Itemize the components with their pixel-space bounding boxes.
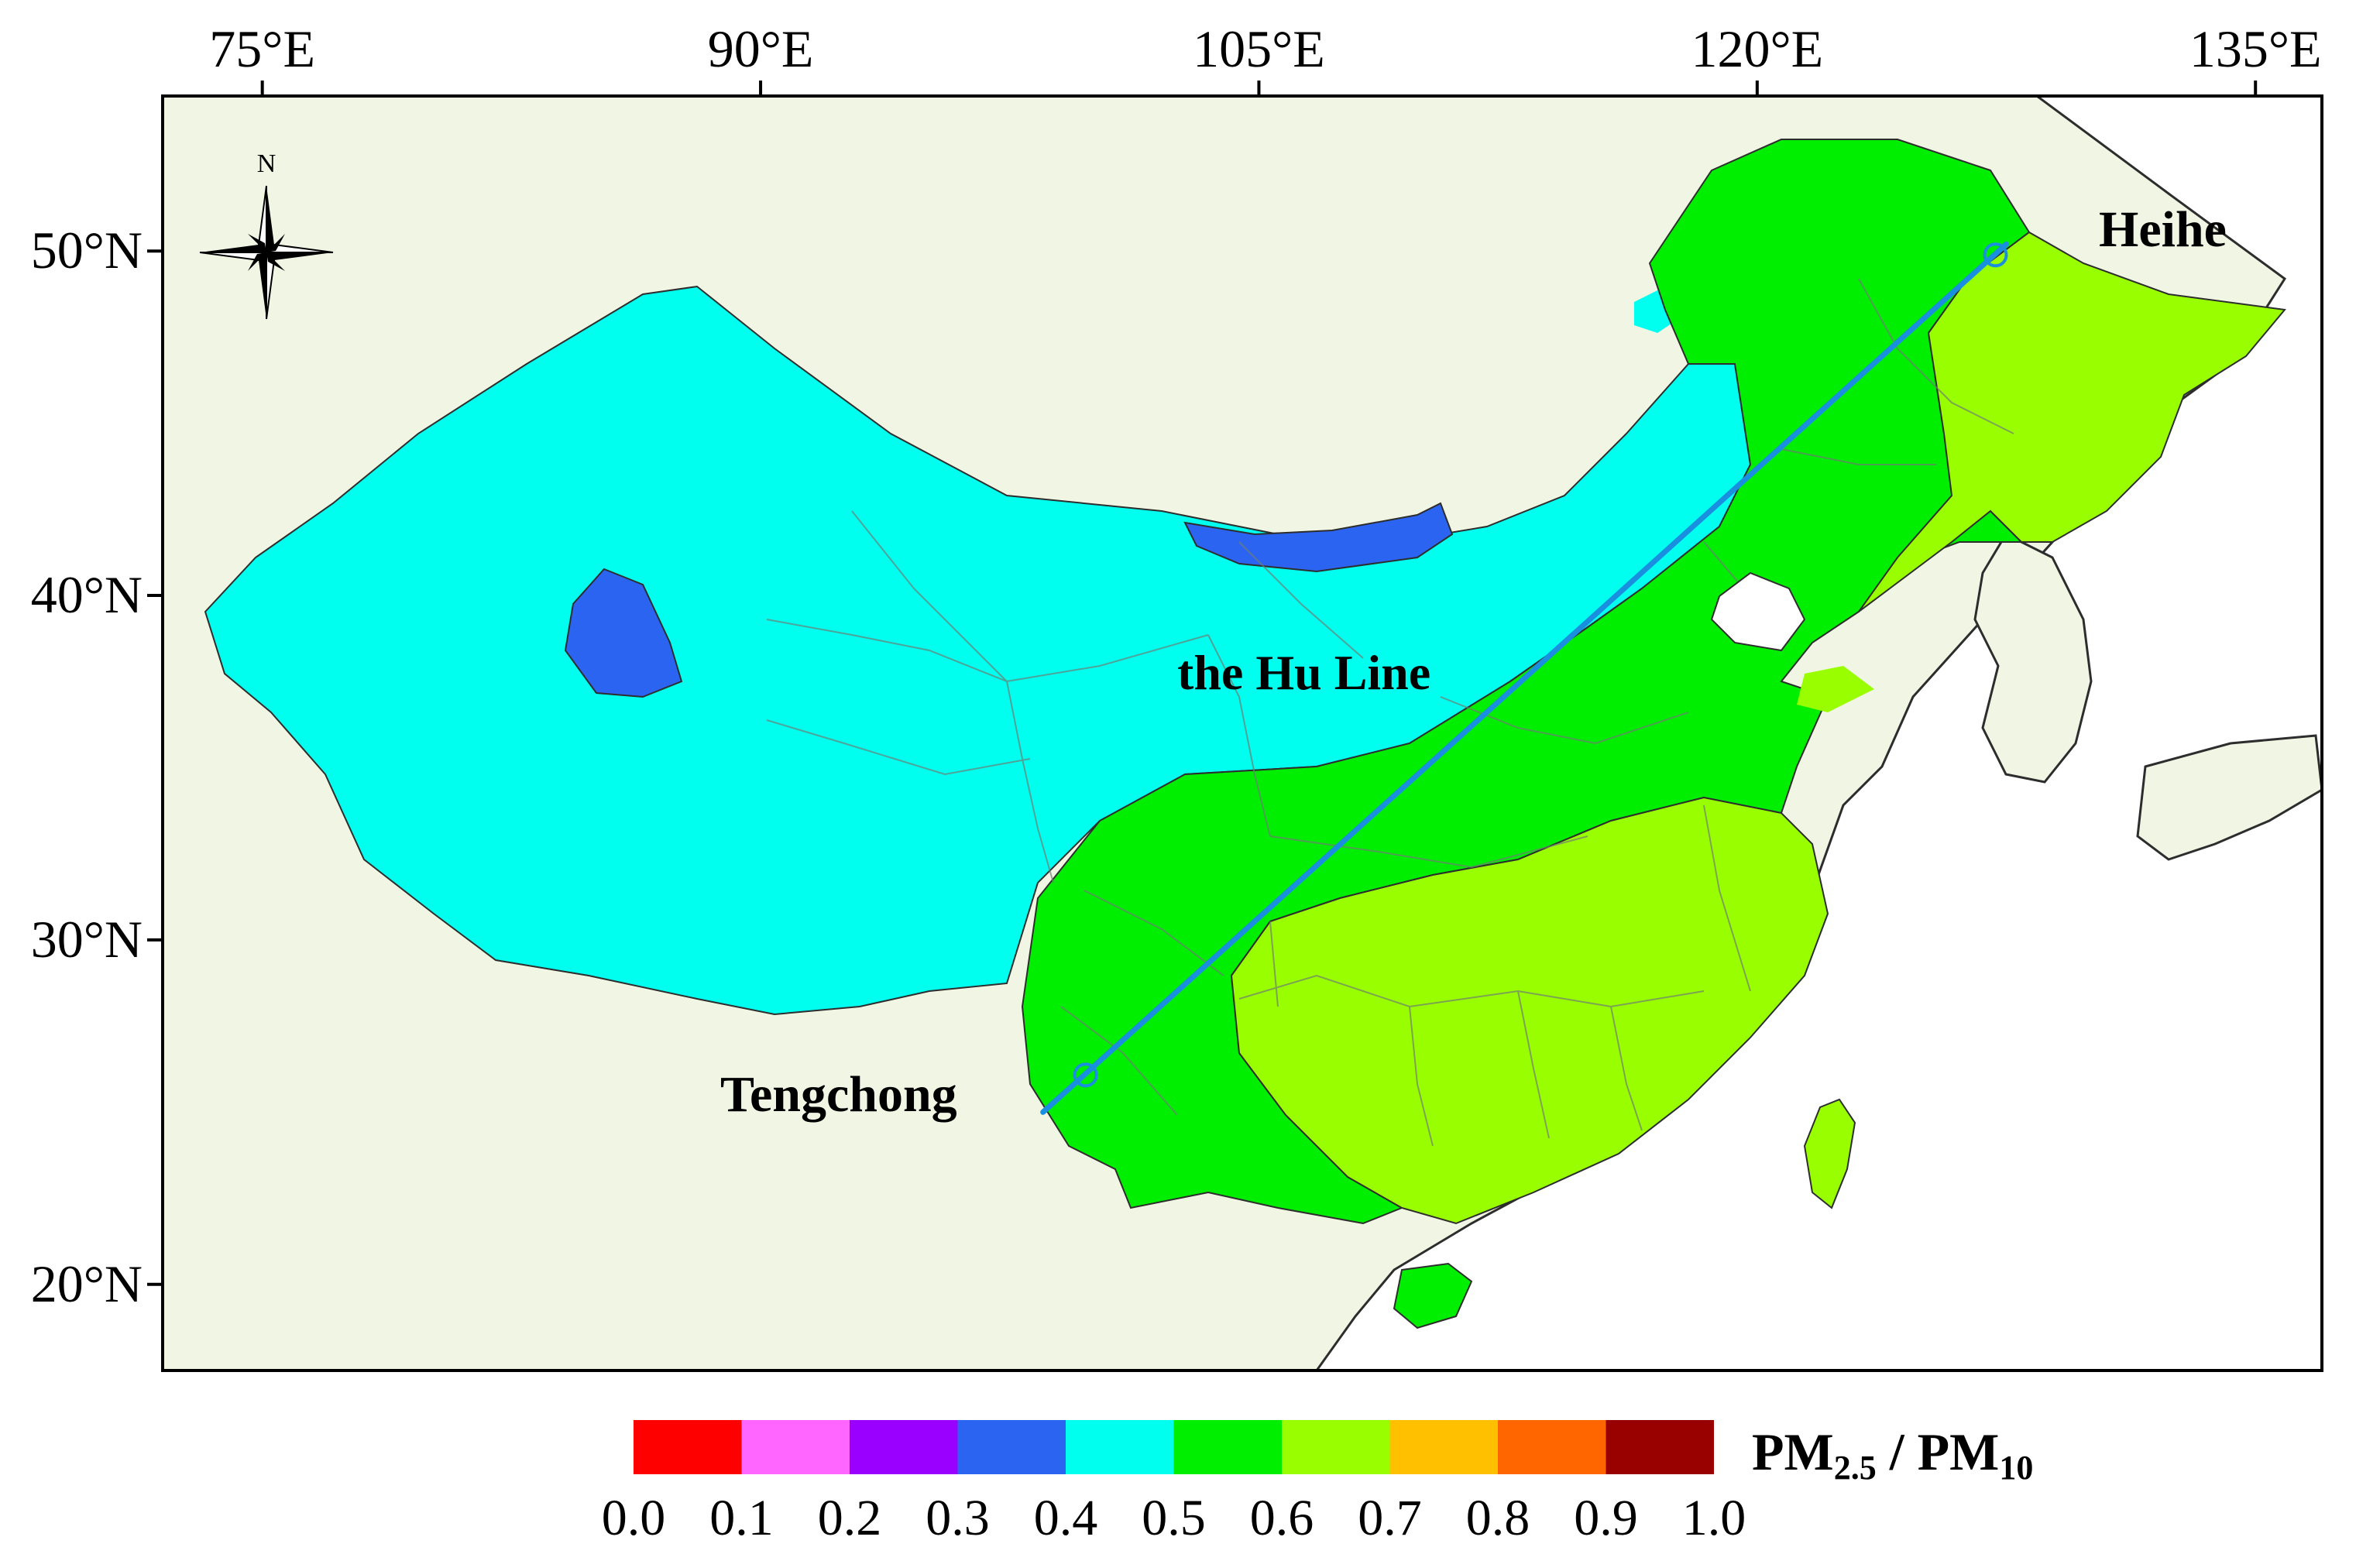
japan-islands (2136, 734, 2322, 861)
legend-title-pm10: PM (1918, 1422, 2000, 1481)
lon-tick-label: 120°E (1691, 19, 1823, 78)
hu-line-end-marker (1983, 242, 2008, 268)
korean-peninsula (1973, 533, 2093, 784)
legend-title: PM2.5 / PM10 (1752, 1422, 2033, 1487)
hainan-island (1393, 1262, 1473, 1329)
legend-title-slash: / (1877, 1422, 1918, 1481)
region-0.6-0.7-shandong (1797, 666, 1874, 712)
legend-tick-label: 1.0 (1682, 1490, 1746, 1546)
legend-bin (1389, 1420, 1498, 1474)
lat-tick-label: 30°N (31, 910, 143, 969)
region-0.3-0.4-tarim (564, 568, 683, 698)
place-label-heihe: Heihe (2099, 201, 2227, 258)
longitude-axis: 75°E 90°E 105°E 120°E 135°E (209, 19, 2322, 96)
legend-bin (741, 1420, 850, 1474)
legend-tick-label: 0.8 (1466, 1490, 1530, 1546)
lon-tick-label: 135°E (2189, 19, 2322, 78)
legend-bin (957, 1420, 1066, 1474)
legend-tick-label: 0.4 (1034, 1490, 1098, 1546)
legend-tick-label: 0.1 (709, 1490, 774, 1546)
hu-line-label: the Hu Line (1177, 645, 1430, 700)
legend-bin (1606, 1420, 1714, 1474)
legend-title-sub-10: 10 (1999, 1449, 2033, 1487)
legend-tick-label: 0.6 (1250, 1490, 1314, 1546)
hu-line-start-marker (1073, 1062, 1098, 1088)
legend-bin (850, 1420, 958, 1474)
north-arrow-compass-icon (199, 185, 334, 320)
legend-bin (1498, 1420, 1606, 1474)
legend-tick-label: 0.3 (926, 1490, 990, 1546)
lon-tick-label: 105°E (1193, 19, 1325, 78)
latitude-axis: 50°N 40°N 30°N 20°N (31, 221, 163, 1313)
legend-bin (1066, 1420, 1174, 1474)
place-label-tengchong: Tengchong (720, 1066, 957, 1123)
legend-bin (1282, 1420, 1390, 1474)
legend-tick-label: 0.0 (602, 1490, 666, 1546)
region-0.6-0.7-northeast (1858, 231, 2286, 612)
legend-tick-labels: 0.0 0.1 0.2 0.3 0.4 0.5 0.6 0.7 0.8 0.9 1.0 (602, 1490, 1746, 1546)
legend-bin (1173, 1420, 1282, 1474)
legend-bin (634, 1420, 742, 1474)
legend-tick-label: 0.5 (1142, 1490, 1206, 1546)
legend-tick-label: 0.2 (818, 1490, 882, 1546)
legend-tick-label: 0.7 (1358, 1490, 1422, 1546)
legend-tick-label: 0.9 (1574, 1490, 1638, 1546)
legend-title-pm25: PM (1752, 1422, 1834, 1481)
lon-tick-label: 75°E (209, 19, 315, 78)
legend-color-bar (634, 1420, 1714, 1474)
hu-line (1040, 241, 2010, 1115)
bohai-sea (1710, 571, 1806, 652)
map-frame (161, 94, 2323, 1372)
province-boundaries (766, 278, 2014, 1147)
legend-title-sub-25: 2.5 (1834, 1449, 1877, 1487)
lon-tick-label: 90°E (708, 19, 814, 78)
lat-tick-label: 20°N (31, 1254, 143, 1313)
lat-tick-label: 40°N (31, 565, 143, 624)
taiwan-island (1803, 1098, 1856, 1209)
compass-north-label: N (257, 149, 276, 178)
lat-tick-label: 50°N (31, 221, 143, 280)
